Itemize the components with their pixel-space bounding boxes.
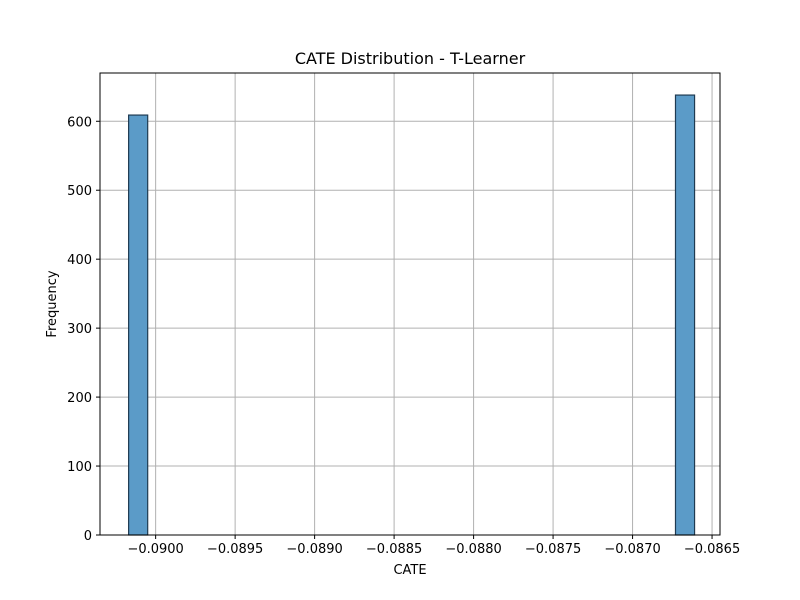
x-tick-label: −0.0870 xyxy=(604,542,660,557)
x-axis-ticks: −0.0900 −0.0895 −0.0890 −0.0885 −0.0880 −0.08… xyxy=(127,535,740,557)
x-tick-label: −0.0875 xyxy=(525,542,581,557)
y-tick-label: 600 xyxy=(67,115,92,130)
grid-lines xyxy=(100,73,720,536)
chart-title: CATE Distribution - T-Learner xyxy=(295,49,526,68)
y-axis-label: Frequency xyxy=(45,270,60,337)
y-tick-label: 500 xyxy=(67,184,92,199)
x-tick-label: −0.0880 xyxy=(445,542,501,557)
y-tick-label: 400 xyxy=(67,253,92,268)
y-tick-label: 300 xyxy=(67,322,92,337)
x-tick-label: −0.0895 xyxy=(207,542,263,557)
x-tick-label: −0.0865 xyxy=(684,542,740,557)
y-tick-label: 0 xyxy=(84,529,92,544)
histogram-bars xyxy=(128,94,696,536)
x-tick-label: −0.0890 xyxy=(286,542,342,557)
histogram-bar xyxy=(674,94,696,536)
plot-frame xyxy=(99,72,721,536)
y-tick-label: 200 xyxy=(67,391,92,406)
y-axis-ticks: 0 100 200 300 400 500 600 xyxy=(67,115,100,544)
x-tick-label: −0.0900 xyxy=(127,542,183,557)
x-axis-label: CATE xyxy=(393,563,426,578)
x-tick-label: −0.0885 xyxy=(366,542,422,557)
y-tick-label: 100 xyxy=(67,460,92,475)
histogram-bar xyxy=(128,114,149,536)
